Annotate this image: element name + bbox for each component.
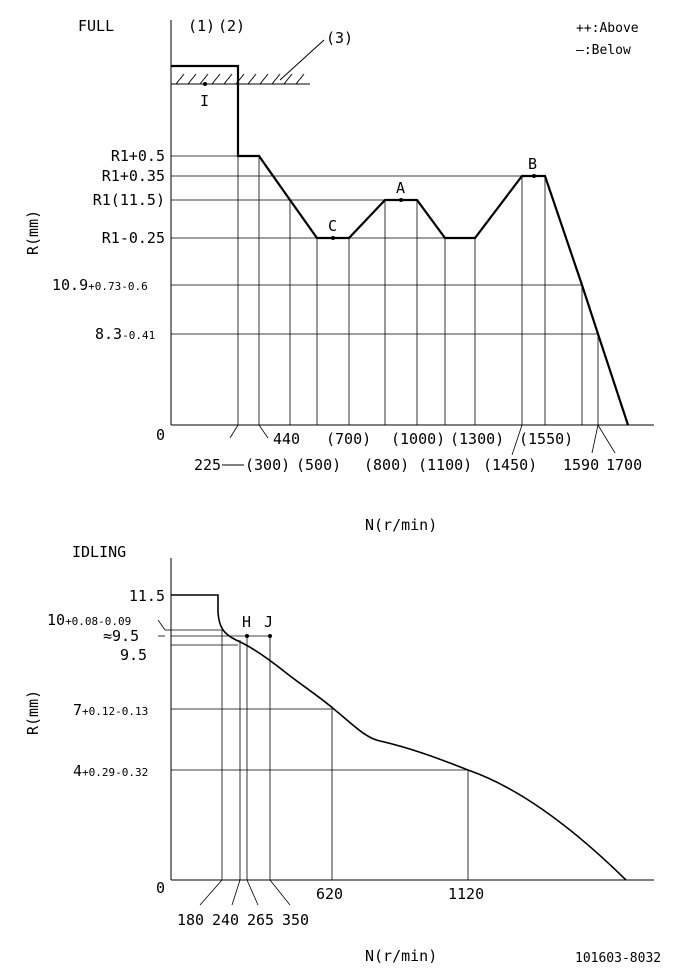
note-2: (2)	[218, 17, 245, 35]
note-1: (1)	[188, 17, 215, 35]
stopper-hatch	[171, 39, 325, 85]
x-label-1100: (1100)	[418, 456, 472, 474]
x-label-700: (700)	[326, 430, 371, 448]
x-label-1590: 1590	[563, 456, 599, 474]
y-label-7: 7+0.12-0.13	[73, 701, 148, 719]
note-3: (3)	[326, 29, 353, 47]
marker-I-dot	[203, 82, 207, 86]
point-A-dot	[399, 198, 403, 202]
y-label-8.3: 8.3-0.41	[95, 325, 155, 343]
x-label-800: (800)	[364, 456, 409, 474]
x-label-225: 225	[194, 456, 221, 474]
idling-chart: IDLING 11.5 10+0.08-0.09 ≈9.5 9.5 7+0.12…	[24, 543, 654, 965]
full-horizontal-refs	[171, 155, 598, 335]
y-label-approx-9.5: ≈9.5	[103, 627, 139, 645]
idling-vertical-refs	[221, 630, 469, 880]
full-y-axis-label: R(mm)	[24, 210, 42, 255]
idling-horizontal-refs	[171, 629, 468, 771]
full-x-axis-label: N(r/min)	[365, 516, 437, 534]
x-label-240: 240	[212, 911, 239, 929]
idling-y-leaders	[157, 619, 171, 637]
x-label-300: (300)	[245, 456, 290, 474]
y-label-10: 10+0.08-0.09	[47, 611, 131, 629]
marker-I-label: I	[200, 92, 209, 110]
point-J-dot	[268, 634, 272, 638]
x-label-1550: (1550)	[519, 430, 573, 448]
y-label-r1-plus-0.5: R1+0.5	[111, 147, 165, 165]
legend-below: —:Below	[576, 43, 631, 58]
point-C-dot	[331, 236, 335, 240]
full-load-curve	[171, 64, 630, 426]
idling-x-axis-label: N(r/min)	[365, 947, 437, 965]
legend-above: ++:Above	[576, 21, 639, 36]
x-label-1700: 1700	[606, 456, 642, 474]
x-label-1120: 1120	[448, 885, 484, 903]
x-label-500: (500)	[296, 456, 341, 474]
x-label-350: 350	[282, 911, 309, 929]
y-label-11.5: 11.5	[129, 587, 165, 605]
x-label-1300: (1300)	[450, 430, 504, 448]
y-label-zero: 0	[156, 426, 165, 444]
point-B-dot	[532, 174, 536, 178]
x-label-1000: (1000)	[391, 430, 445, 448]
idling-chart-title: IDLING	[72, 543, 126, 561]
point-H-label: H	[242, 613, 251, 631]
full-chart-title: FULL	[78, 17, 114, 35]
point-J-label: J	[264, 613, 273, 631]
full-x-leaders	[229, 424, 616, 456]
idling-curve	[171, 594, 627, 881]
idling-x-leaders	[199, 879, 291, 906]
idling-y-label-zero: 0	[156, 879, 165, 897]
point-H-dot	[245, 634, 249, 638]
point-A-label: A	[396, 179, 405, 197]
y-label-9.5: 9.5	[120, 646, 147, 664]
full-vertical-refs	[237, 156, 599, 425]
x-label-620: 620	[316, 885, 343, 903]
x-label-180: 180	[177, 911, 204, 929]
document-number: 101603-8032	[575, 951, 661, 966]
y-label-10.9: 10.9+0.73-0.6	[52, 276, 148, 294]
y-label-r1-minus-0.25: R1-0.25	[102, 229, 165, 247]
point-B-label: B	[528, 155, 537, 173]
idling-y-axis-label: R(mm)	[24, 690, 42, 735]
x-label-440: 440	[273, 430, 300, 448]
point-C-label: C	[328, 217, 337, 235]
y-label-r1: R1(11.5)	[93, 191, 165, 209]
full-load-chart: FULL (1) (2) (3) ++:Above —:Below I	[24, 17, 654, 534]
y-label-r1-plus-0.35: R1+0.35	[102, 167, 165, 185]
y-label-4: 4+0.29-0.32	[73, 762, 148, 780]
x-label-1450: (1450)	[483, 456, 537, 474]
x-label-265: 265	[247, 911, 274, 929]
